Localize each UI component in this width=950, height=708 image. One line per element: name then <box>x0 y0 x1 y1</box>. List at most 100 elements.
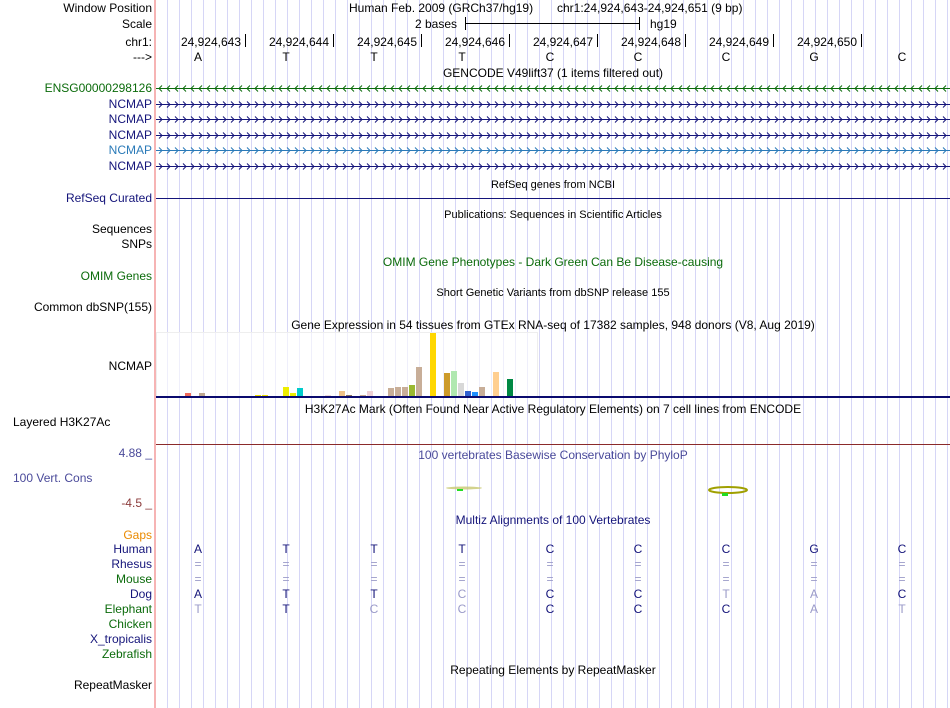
refseq-curated-line[interactable] <box>156 198 950 199</box>
aligned-base: = <box>458 572 466 586</box>
gtex-tissue-bar[interactable] <box>451 370 457 397</box>
gtex-tissue-bar[interactable] <box>493 371 499 397</box>
aligned-base: = <box>898 557 906 571</box>
gaps-label[interactable]: Gaps <box>123 528 152 542</box>
aligned-base: C <box>897 542 907 556</box>
reference-base: T <box>282 50 290 64</box>
species-label[interactable]: Mouse <box>115 572 152 586</box>
species-label[interactable]: Dog <box>129 587 152 601</box>
gtex-tissue-bar[interactable] <box>339 390 345 397</box>
coordinate-label: 24,924,648 <box>620 35 681 49</box>
species-label[interactable]: Zebrafish <box>101 647 152 661</box>
species-label[interactable]: X_tropicalis <box>89 632 152 646</box>
reference-base: T <box>458 50 466 64</box>
coordinate-tick <box>421 34 422 47</box>
aligned-base: C <box>457 587 467 601</box>
aligned-base: T <box>370 542 378 556</box>
gtex-tissue-bar[interactable] <box>458 382 464 397</box>
gtex-tissue-bar[interactable] <box>395 386 401 397</box>
gtex-tissue-bar[interactable] <box>367 390 373 397</box>
gene-line-forward-strand[interactable] <box>156 131 950 140</box>
gtex-tissue-bar[interactable] <box>409 384 415 397</box>
species-label[interactable]: Chicken <box>108 617 152 631</box>
aligned-base: = <box>282 572 290 586</box>
gene-line-forward-strand[interactable] <box>156 100 950 109</box>
gene-label[interactable]: NCMAP <box>108 127 152 142</box>
gtex-tissue-bar[interactable] <box>297 387 303 397</box>
coordinate-label: 24,924,650 <box>796 35 857 49</box>
species-label[interactable]: Human <box>113 542 152 556</box>
gene-label[interactable]: ENSG00000298126 <box>44 81 152 95</box>
gtex-tissue-bar[interactable] <box>416 366 422 397</box>
aligned-base: C <box>633 602 643 616</box>
gene-label[interactable]: NCMAP <box>108 112 152 127</box>
scale-text: 2 bases <box>415 17 458 31</box>
gtex-tissue-bar[interactable] <box>444 372 450 397</box>
label-column-divider <box>154 0 156 708</box>
omim-genes-label[interactable]: OMIM Genes <box>80 269 152 283</box>
gene-label[interactable]: NCMAP <box>108 96 152 111</box>
gtex-ncmap-label[interactable]: NCMAP <box>108 359 152 373</box>
layered-h3k27ac-label[interactable]: Layered H3K27Ac <box>13 415 111 429</box>
phylop-label[interactable]: 100 Vert. Cons <box>13 471 93 485</box>
aligned-base: A <box>809 602 818 616</box>
gtex-tissue-bar[interactable] <box>346 394 352 397</box>
position-label[interactable]: chr1:24,924,643-24,924,651 (9 bp) <box>557 1 743 15</box>
coordinate-tick <box>685 34 686 47</box>
gtex-tissue-bar[interactable] <box>479 386 485 397</box>
refseq-curated-label[interactable]: RefSeq Curated <box>65 191 152 205</box>
scale-label: Scale <box>121 17 152 31</box>
snps-label[interactable]: SNPs <box>121 237 152 251</box>
gene-line-forward-strand[interactable] <box>156 146 950 155</box>
gene-line-reverse-strand[interactable] <box>156 84 950 93</box>
gene-line-forward-strand[interactable] <box>156 115 950 124</box>
publications-track-title: Publications: Sequences in Scientific Ar… <box>444 209 662 221</box>
aligned-base: T <box>370 587 378 601</box>
aligned-base: = <box>722 572 730 586</box>
gtex-tissue-bar[interactable] <box>325 394 331 397</box>
aligned-base: = <box>458 557 466 571</box>
coordinate-tick <box>333 34 334 47</box>
aligned-base: = <box>370 572 378 586</box>
gene-label[interactable]: NCMAP <box>108 143 152 158</box>
common-dbsnp-label[interactable]: Common dbSNP(155) <box>33 300 152 314</box>
gtex-tissue-bar[interactable] <box>430 333 436 397</box>
gtex-tissue-bar[interactable] <box>507 378 513 397</box>
gtex-tissue-bar[interactable] <box>465 390 471 397</box>
coordinate-tick <box>597 34 598 47</box>
aligned-base: T <box>458 542 466 556</box>
coordinate-label: 24,924,645 <box>356 35 417 49</box>
coordinate-label: 24,924,647 <box>532 35 593 49</box>
gtex-tissue-bar[interactable] <box>255 394 261 397</box>
gtex-tissue-bar[interactable] <box>199 392 205 397</box>
aligned-base: = <box>370 557 378 571</box>
gtex-tissue-bar[interactable] <box>185 392 191 397</box>
aligned-base: = <box>722 557 730 571</box>
aligned-base: C <box>721 602 731 616</box>
coordinate-label: 24,924,644 <box>268 35 329 49</box>
aligned-base: = <box>810 572 818 586</box>
sequences-label[interactable]: Sequences <box>91 222 152 236</box>
repeatmasker-label[interactable]: RepeatMasker <box>73 678 152 692</box>
gene-label[interactable]: NCMAP <box>108 159 152 173</box>
gtex-bar-chart[interactable] <box>156 332 538 397</box>
gtex-tissue-bar[interactable] <box>290 392 296 397</box>
repeatmasker-track-title: Repeating Elements by RepeatMasker <box>450 663 656 677</box>
species-label[interactable]: Elephant <box>104 602 152 616</box>
aligned-base: = <box>810 557 818 571</box>
species-label[interactable]: Rhesus <box>111 557 152 571</box>
gtex-tissue-bar[interactable] <box>388 387 394 397</box>
gene-line-forward-strand[interactable] <box>156 162 950 171</box>
aligned-base: C <box>897 587 907 601</box>
gtex-tissue-bar[interactable] <box>262 394 268 397</box>
gtex-tissue-bar[interactable] <box>360 394 366 397</box>
phylop-min-label: -4.5 _ <box>121 496 152 510</box>
omim-track-title: OMIM Gene Phenotypes - Dark Green Can Be… <box>382 255 724 269</box>
phylop-signal <box>446 486 748 496</box>
chrom-label: chr1: <box>125 35 152 49</box>
reference-base: A <box>193 50 202 64</box>
aligned-base: = <box>634 557 642 571</box>
gtex-tissue-bar[interactable] <box>402 386 408 397</box>
gtex-tissue-bar[interactable] <box>472 391 478 397</box>
gtex-tissue-bar[interactable] <box>283 386 289 397</box>
